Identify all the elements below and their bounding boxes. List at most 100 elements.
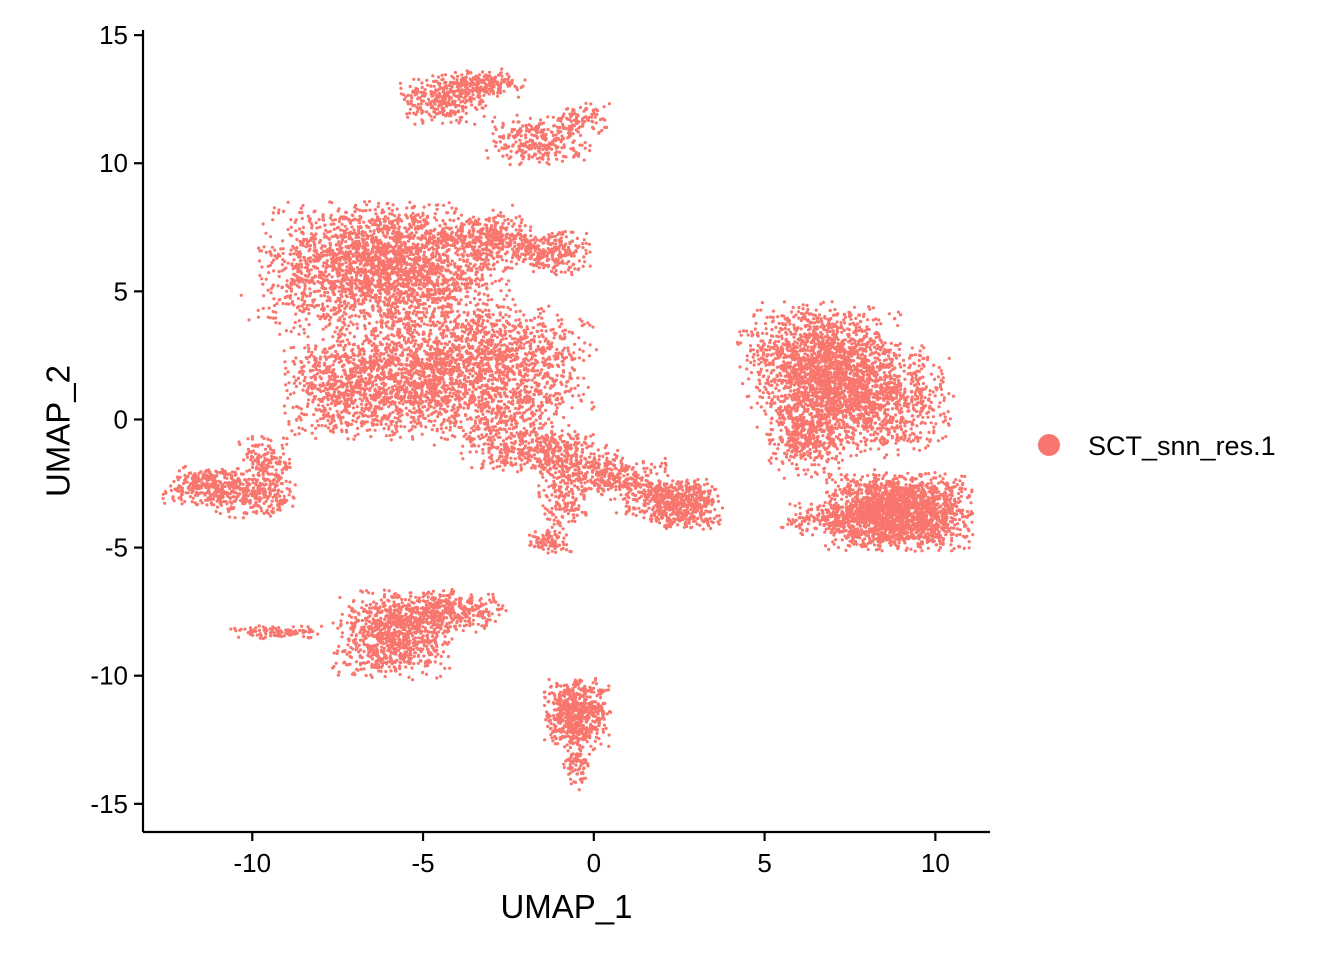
scatter-point [465, 358, 470, 363]
scatter-point [393, 306, 397, 310]
scatter-point [386, 320, 390, 324]
scatter-point [418, 310, 422, 314]
scatter-point [412, 288, 416, 293]
scatter-point [463, 271, 467, 275]
scatter-point [416, 236, 420, 240]
scatter-point [405, 230, 409, 234]
scatter-point [588, 343, 592, 347]
scatter-point [375, 361, 379, 365]
scatter-point [313, 394, 317, 399]
scatter-point [491, 313, 495, 317]
scatter-point [399, 353, 403, 357]
scatter-point [554, 403, 558, 407]
scatter-point [413, 214, 417, 218]
scatter-point [395, 373, 399, 377]
scatter-point [580, 319, 584, 323]
scatter-point [362, 365, 366, 370]
scatter-point [372, 333, 376, 337]
scatter-point [376, 258, 380, 262]
scatter-point [319, 417, 323, 421]
scatter-point [354, 420, 358, 424]
scatter-point [341, 273, 345, 277]
scatter-point [338, 300, 343, 304]
scatter-point [427, 272, 431, 276]
scatter-point [363, 267, 367, 271]
scatter-point [337, 396, 341, 400]
scatter-point [337, 266, 341, 270]
scatter-point [561, 400, 565, 404]
scatter-point [487, 262, 491, 266]
scatter-point [451, 289, 455, 293]
scatter-point [380, 342, 384, 347]
scatter-point [388, 282, 392, 286]
scatter-point [450, 356, 454, 360]
scatter-point [321, 350, 325, 354]
scatter-point [360, 399, 364, 403]
scatter-point [410, 231, 414, 235]
scatter-point [366, 407, 370, 411]
scatter-point [362, 220, 366, 224]
scatter-point [334, 382, 338, 386]
scatter-point [423, 294, 427, 298]
scatter-point [382, 427, 386, 431]
scatter-point [330, 201, 334, 205]
scatter-point [414, 230, 418, 235]
scatter-point [341, 285, 345, 289]
scatter-point [402, 296, 406, 300]
scatter-point [557, 364, 561, 369]
scatter-point [573, 386, 577, 390]
scatter-point [340, 290, 344, 294]
scatter-point [573, 342, 577, 346]
scatter-point [320, 244, 324, 248]
scatter-point [271, 211, 275, 215]
scatter-point [355, 242, 359, 246]
scatter-point [343, 343, 348, 347]
scatter-point [432, 359, 436, 363]
scatter-point [377, 261, 381, 265]
scatter-point [419, 269, 423, 273]
scatter-point [296, 270, 300, 274]
scatter-point [349, 320, 353, 324]
scatter-point [394, 352, 398, 356]
scatter-point [292, 359, 296, 364]
scatter-point [397, 227, 401, 231]
scatter-point [386, 229, 390, 233]
scatter-point [422, 205, 426, 209]
scatter-point [448, 218, 452, 222]
scatter-point [483, 372, 487, 376]
scatter-point [498, 386, 502, 390]
scatter-point [422, 218, 426, 222]
scatter-point [556, 356, 560, 360]
scatter-point [369, 405, 373, 409]
scatter-point [421, 310, 425, 314]
scatter-point [369, 394, 373, 398]
scatter-point [341, 326, 345, 330]
scatter-point [493, 393, 497, 397]
scatter-point [410, 258, 414, 262]
scatter-point [300, 265, 304, 269]
scatter-point [289, 225, 293, 229]
scatter-point [309, 260, 313, 264]
scatter-point [365, 276, 369, 280]
scatter-point [405, 390, 409, 394]
scatter-point [349, 244, 353, 248]
scatter-point [403, 244, 407, 249]
scatter-point [303, 299, 307, 303]
scatter-point [342, 408, 346, 412]
scatter-point [409, 246, 413, 251]
scatter-point [347, 411, 351, 415]
scatter-point [302, 327, 306, 331]
scatter-point [511, 364, 515, 368]
scatter-point [410, 206, 414, 210]
scatter-point [367, 269, 372, 273]
scatter-point [290, 262, 294, 266]
scatter-point [529, 319, 534, 323]
scatter-point [363, 292, 367, 296]
scatter-point [501, 315, 505, 320]
scatter-point [364, 224, 369, 228]
scatter-point [315, 226, 319, 230]
scatter-point [385, 250, 389, 254]
scatter-point [365, 387, 369, 391]
scatter-point [309, 353, 314, 357]
